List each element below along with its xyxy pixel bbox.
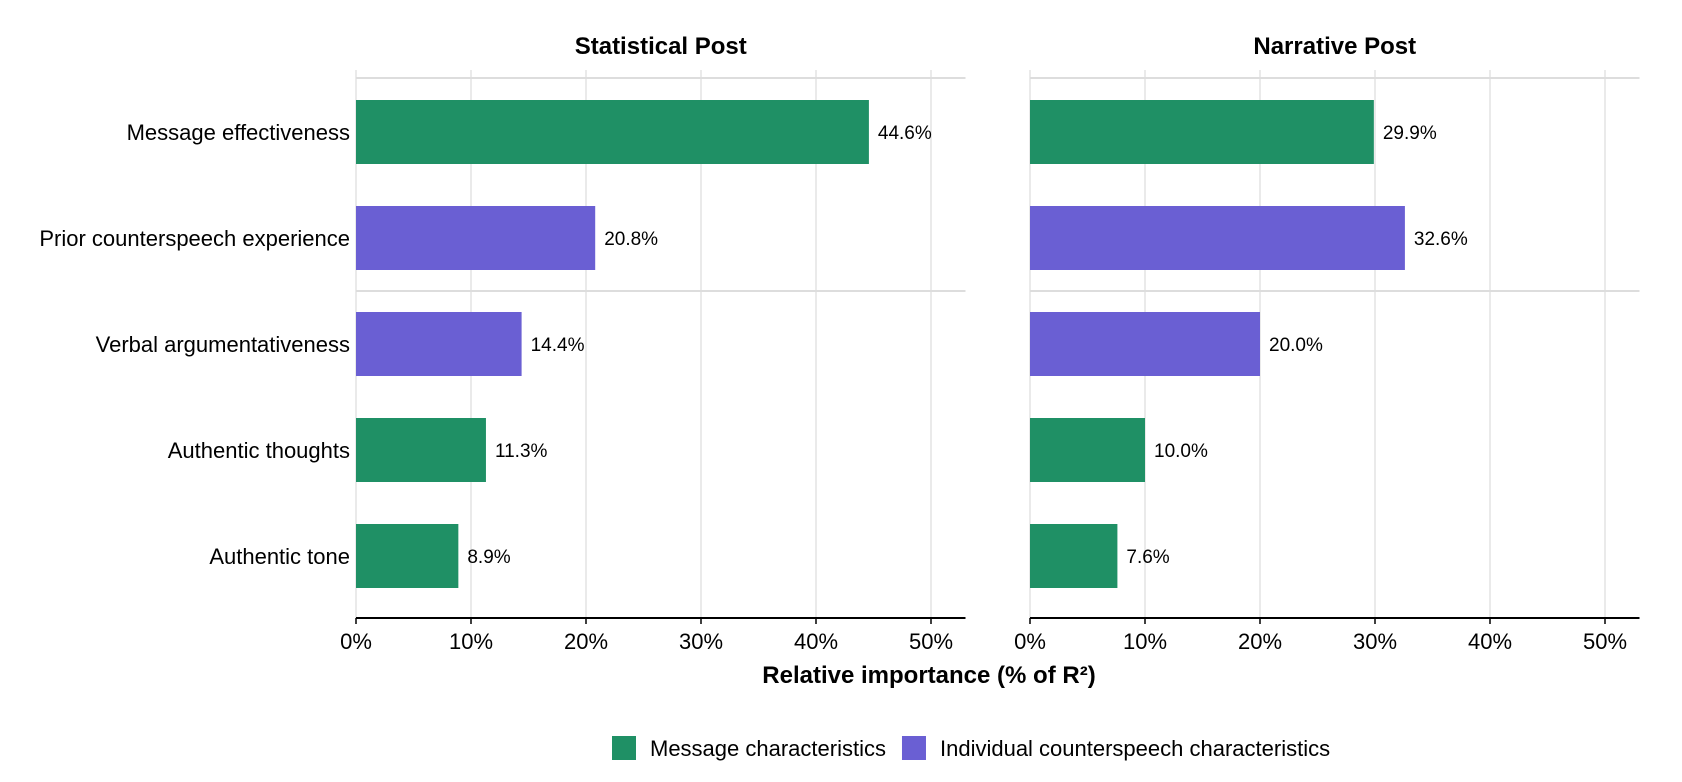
x-tick-label: 10% (449, 629, 493, 654)
x-tick-label: 10% (1123, 629, 1167, 654)
y-axis-labels: Message effectiveness Prior counterspeech… (39, 120, 350, 569)
panel-title: Statistical Post (575, 33, 747, 60)
data-label: 29.9% (1383, 123, 1437, 144)
data-label: 44.6% (878, 123, 932, 144)
data-label: 20.0% (1269, 335, 1323, 356)
panel-title: Narrative Post (1253, 33, 1416, 60)
data-label: 20.8% (604, 229, 658, 250)
x-tick-label: 0% (1014, 629, 1046, 654)
data-label: 32.6% (1414, 229, 1468, 250)
bar-verbal-argumentativeness (356, 312, 522, 376)
data-label: 8.9% (467, 547, 510, 568)
legend: Message characteristics Individual counte… (612, 736, 1330, 761)
panel-statistical: Statistical Post 44.6% 20.8% 14.4% 11.3% 8.9%… (340, 33, 966, 654)
legend-swatch (901, 736, 926, 760)
bar-prior-counterspeech-experience (1030, 206, 1405, 270)
bar-prior-counterspeech-experience (356, 206, 596, 270)
bar-message-effectiveness (1030, 100, 1374, 164)
x-tick-label: 30% (679, 629, 723, 654)
bar-authentic-tone (356, 524, 459, 588)
bar-verbal-argumentativeness (1030, 312, 1260, 376)
x-tick-label: 0% (340, 629, 372, 654)
bar-authentic-thoughts (1030, 418, 1145, 482)
category-label: Verbal argumentativeness (96, 332, 350, 357)
legend-item: Individual counterspeech characteristics (901, 736, 1330, 761)
bar-authentic-tone (1030, 524, 1118, 588)
bar-authentic-thoughts (356, 418, 486, 482)
category-label: Authentic tone (209, 544, 350, 569)
x-tick-label: 20% (1238, 629, 1282, 654)
data-label: 14.4% (531, 335, 585, 356)
x-tick-label: 30% (1353, 629, 1397, 654)
x-tick-label: 20% (564, 629, 608, 654)
legend-item: Message characteristics (612, 736, 886, 761)
x-tick-label: 40% (1468, 629, 1512, 654)
panel-narrative: Narrative Post 29.9% 32.6% 20.0% 10.0% 7.6% 0%… (1014, 33, 1640, 654)
legend-swatch (612, 736, 636, 760)
x-tick-label: 50% (909, 629, 953, 654)
x-tick-label: 50% (1583, 629, 1627, 654)
chart-panels: Statistical Post 44.6% 20.8% 14.4% 11.3% 8.9%… (39, 33, 1640, 654)
legend-label: Individual counterspeech characteristics (940, 736, 1330, 761)
data-label: 10.0% (1154, 441, 1208, 462)
category-label: Prior counterspeech experience (39, 226, 350, 251)
category-label: Message effectiveness (127, 120, 350, 145)
data-label: 11.3% (495, 441, 548, 462)
x-axis-title: Relative importance (% of R²) (762, 662, 1095, 689)
bar-message-effectiveness (356, 100, 869, 164)
data-label: 7.6% (1126, 547, 1169, 568)
legend-label: Message characteristics (650, 736, 886, 761)
x-tick-label: 40% (794, 629, 838, 654)
category-label: Authentic thoughts (168, 438, 350, 463)
